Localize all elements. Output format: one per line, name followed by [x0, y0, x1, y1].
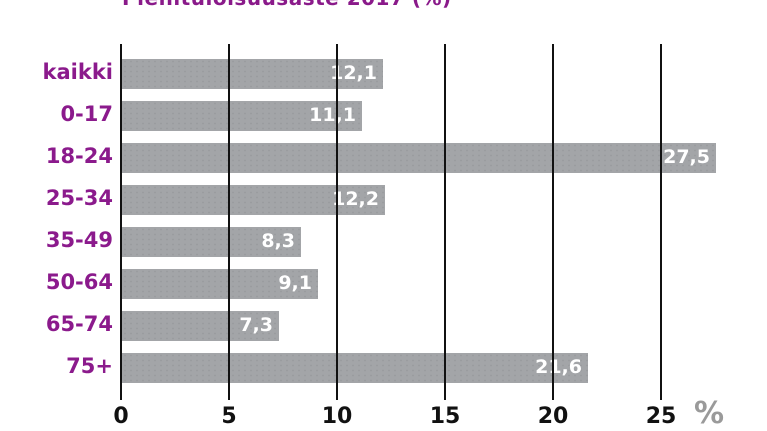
bar-50-64: 9,1 — [122, 269, 318, 299]
gridline-25 — [660, 44, 662, 400]
gridline-10 — [336, 44, 338, 400]
category-label: 35-49 — [45, 228, 113, 252]
bar-75-plus: 21,6 — [122, 353, 588, 383]
bar-value-label: 12,2 — [332, 188, 379, 210]
bar-value-label: 21,6 — [535, 356, 582, 378]
x-tick-label: 10 — [321, 404, 353, 429]
bar-25-34: 12,2 — [122, 185, 385, 215]
x-tick-label: 20 — [537, 404, 569, 429]
category-label: 25-34 — [45, 186, 113, 210]
category-label: 50-64 — [45, 270, 113, 294]
bar-0-17: 11,1 — [122, 101, 362, 131]
x-tick-label: 0 — [113, 404, 129, 429]
category-label: 75+ — [66, 354, 113, 378]
bar-value-label: 27,5 — [663, 146, 710, 168]
bar-35-49: 8,3 — [122, 227, 301, 257]
gridline-20 — [552, 44, 554, 400]
bar-value-label: 12,1 — [330, 62, 377, 84]
bar-value-label: 8,3 — [261, 230, 295, 252]
bar-kaikki: 12,1 — [122, 59, 383, 89]
category-label: 0-17 — [60, 102, 113, 126]
x-tick-label: 5 — [221, 404, 237, 429]
bar-18-24: 27,5 — [122, 143, 716, 173]
gridline-0 — [120, 44, 122, 400]
bar-65-74: 7,3 — [122, 311, 279, 341]
category-label: 18-24 — [45, 144, 113, 168]
bar-value-label: 11,1 — [309, 104, 356, 126]
x-axis-unit-label: % — [694, 396, 725, 431]
x-tick-label: 25 — [645, 404, 677, 429]
x-tick-label: 15 — [429, 404, 461, 429]
gridline-15 — [444, 44, 446, 400]
category-label: kaikki — [42, 60, 113, 84]
chart-title: Pienituloisuusaste 2017 (%) — [122, 0, 452, 10]
category-label: 65-74 — [45, 312, 113, 336]
bar-value-label: 9,1 — [278, 272, 312, 294]
gridline-5 — [228, 44, 230, 400]
bar-value-label: 7,3 — [239, 314, 273, 336]
